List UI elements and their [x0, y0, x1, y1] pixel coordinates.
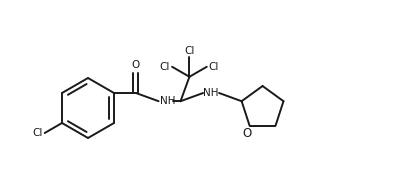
Text: NH: NH: [203, 88, 219, 98]
Text: Cl: Cl: [209, 62, 219, 72]
Text: O: O: [132, 60, 140, 70]
Text: Cl: Cl: [160, 62, 170, 72]
Text: O: O: [242, 127, 251, 140]
Text: Cl: Cl: [184, 46, 195, 56]
Text: NH: NH: [160, 96, 175, 106]
Text: Cl: Cl: [32, 128, 43, 138]
